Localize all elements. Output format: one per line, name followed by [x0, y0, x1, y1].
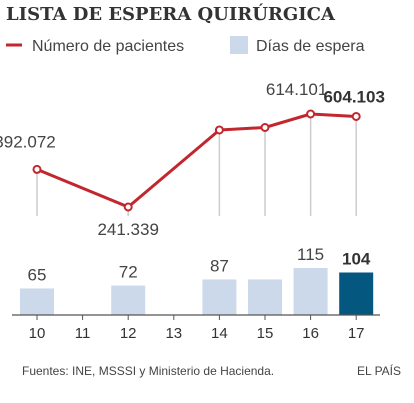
bar: [248, 279, 282, 315]
line-value-label: 604.103: [323, 87, 384, 106]
line-value-label: 392.072: [0, 132, 56, 151]
x-tick-label: 12: [120, 325, 137, 342]
line-value-label: 614.101: [266, 80, 327, 99]
bar-labels: 65 72 87 115 104: [28, 245, 371, 284]
x-tick-label: 15: [257, 325, 274, 342]
bar-value-label: 104: [342, 249, 371, 268]
line-value-label: 241.339: [97, 220, 158, 239]
bar: [293, 268, 328, 315]
bar-value-label: 72: [119, 263, 138, 282]
line-series: [32, 109, 361, 212]
bar: [111, 285, 146, 315]
line-point: [32, 164, 42, 174]
line-point: [306, 109, 316, 119]
x-tick-label: 11: [75, 325, 91, 342]
bar-value-label: 115: [297, 245, 324, 264]
chart-title: LISTA DE ESPERA QUIRÚRGICA: [6, 2, 336, 25]
x-tick-label: 14: [211, 325, 228, 342]
bar-value-label: 87: [210, 256, 229, 275]
bar: [20, 288, 54, 315]
legend-line-label: Número de pacientes: [32, 38, 184, 55]
line-point: [351, 111, 361, 121]
line-point: [214, 125, 224, 135]
x-tick-label: 13: [165, 325, 182, 342]
brand-label: EL PAÍS: [357, 363, 401, 378]
guide-lines: [36, 114, 357, 216]
bar: [339, 272, 374, 315]
x-tick-label: 16: [302, 325, 319, 342]
x-tick-label: 17: [348, 325, 365, 342]
legend: Número de pacientes Días de espera: [6, 36, 365, 55]
bar: [202, 279, 237, 315]
line-point: [260, 122, 270, 132]
bars: [20, 268, 374, 315]
line-path: [36, 112, 357, 209]
x-axis-ticks: 10 11 12 13 14 15 16 17: [29, 315, 365, 342]
legend-bar-swatch: [230, 36, 248, 54]
bar-value-label: 65: [28, 265, 47, 284]
legend-bar-label: Días de espera: [256, 38, 365, 55]
line-point: [123, 202, 133, 212]
x-tick-label: 10: [29, 325, 46, 342]
source-note: Fuentes: INE, MSSSI y Ministerio de Haci…: [22, 364, 274, 378]
